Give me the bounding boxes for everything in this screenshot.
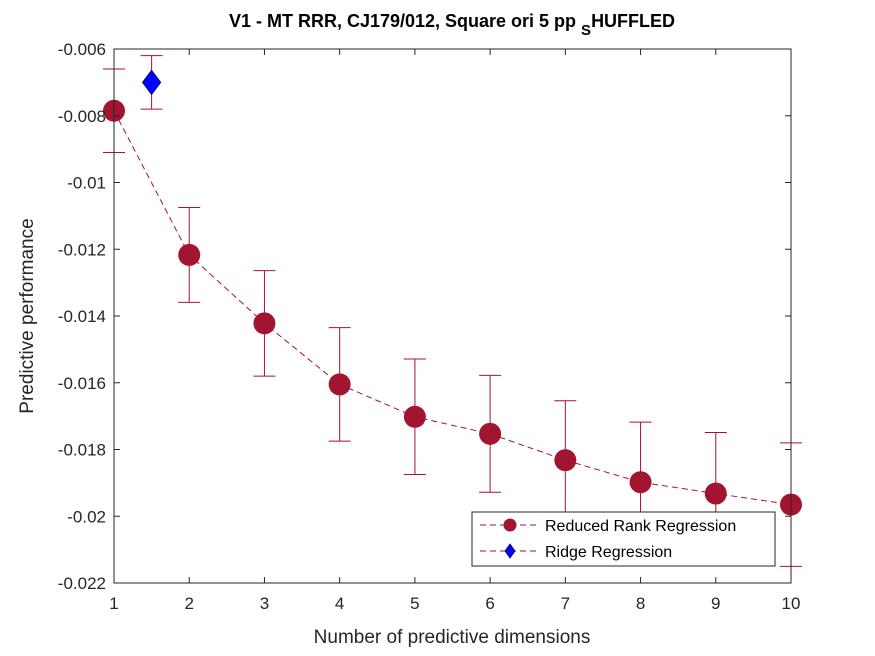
y-tick-label: -0.022 xyxy=(58,574,106,593)
legend-box xyxy=(471,511,776,567)
data-point xyxy=(178,243,201,266)
data-point xyxy=(141,69,162,96)
data-point xyxy=(253,312,276,335)
chart-title-subscript: S xyxy=(581,22,591,39)
x-tick-label: 9 xyxy=(711,594,720,613)
x-tick-label: 8 xyxy=(636,594,645,613)
y-tick-label: -0.014 xyxy=(58,307,106,326)
legend-rrr-marker xyxy=(503,518,517,532)
axes-layer: 1 2 3 4 5 6 7 8 9 10 -0.022 -0.02 -0.018 -0.016 -0.014… xyxy=(58,40,801,613)
y-tick-label: -0.016 xyxy=(58,374,106,393)
x-tick-label: 2 xyxy=(184,594,193,613)
x-axis-label: Number of predictive dimensions xyxy=(314,627,591,648)
data-point xyxy=(403,405,426,428)
x-tick-label: 10 xyxy=(782,594,801,613)
data-point xyxy=(554,449,577,472)
legend: Reduced Rank Regression Ridge Regression xyxy=(471,511,776,567)
series-ridge-regression xyxy=(140,55,163,110)
x-tick-label: 5 xyxy=(410,594,419,613)
data-point xyxy=(704,482,727,505)
x-tick-label: 6 xyxy=(485,594,494,613)
data-point xyxy=(328,373,351,396)
x-tick-label: 7 xyxy=(561,594,570,613)
chart-title-main: V1 - MT RRR, CJ179/012, Square ori 5 pp xyxy=(229,11,581,31)
x-tick-label: 4 xyxy=(335,594,344,613)
data-point xyxy=(479,422,502,445)
y-tick-label: -0.012 xyxy=(58,240,106,259)
plot-background xyxy=(114,49,791,583)
data-point xyxy=(629,471,652,494)
chart-title-end: HUFFLED xyxy=(591,11,675,31)
plot-area xyxy=(114,49,791,583)
y-axis-label: Predictive performance xyxy=(17,218,38,413)
y-tick-label: -0.008 xyxy=(58,107,106,126)
y-tick-label: -0.01 xyxy=(67,174,106,193)
chart-title: V1 - MT RRR, CJ179/012, Square ori 5 pp … xyxy=(229,11,675,39)
x-tick-label: 1 xyxy=(109,594,118,613)
series-line xyxy=(113,110,792,506)
y-tick-label: -0.02 xyxy=(67,507,106,526)
y-tick-label: -0.018 xyxy=(58,441,106,460)
y-tick-label: -0.006 xyxy=(58,40,106,59)
legend-ridge-marker xyxy=(504,543,516,559)
x-tick-label: 3 xyxy=(260,594,269,613)
legend-rrr-label: Reduced Rank Regression xyxy=(545,518,736,535)
legend-ridge-label: Ridge Regression xyxy=(545,544,672,561)
